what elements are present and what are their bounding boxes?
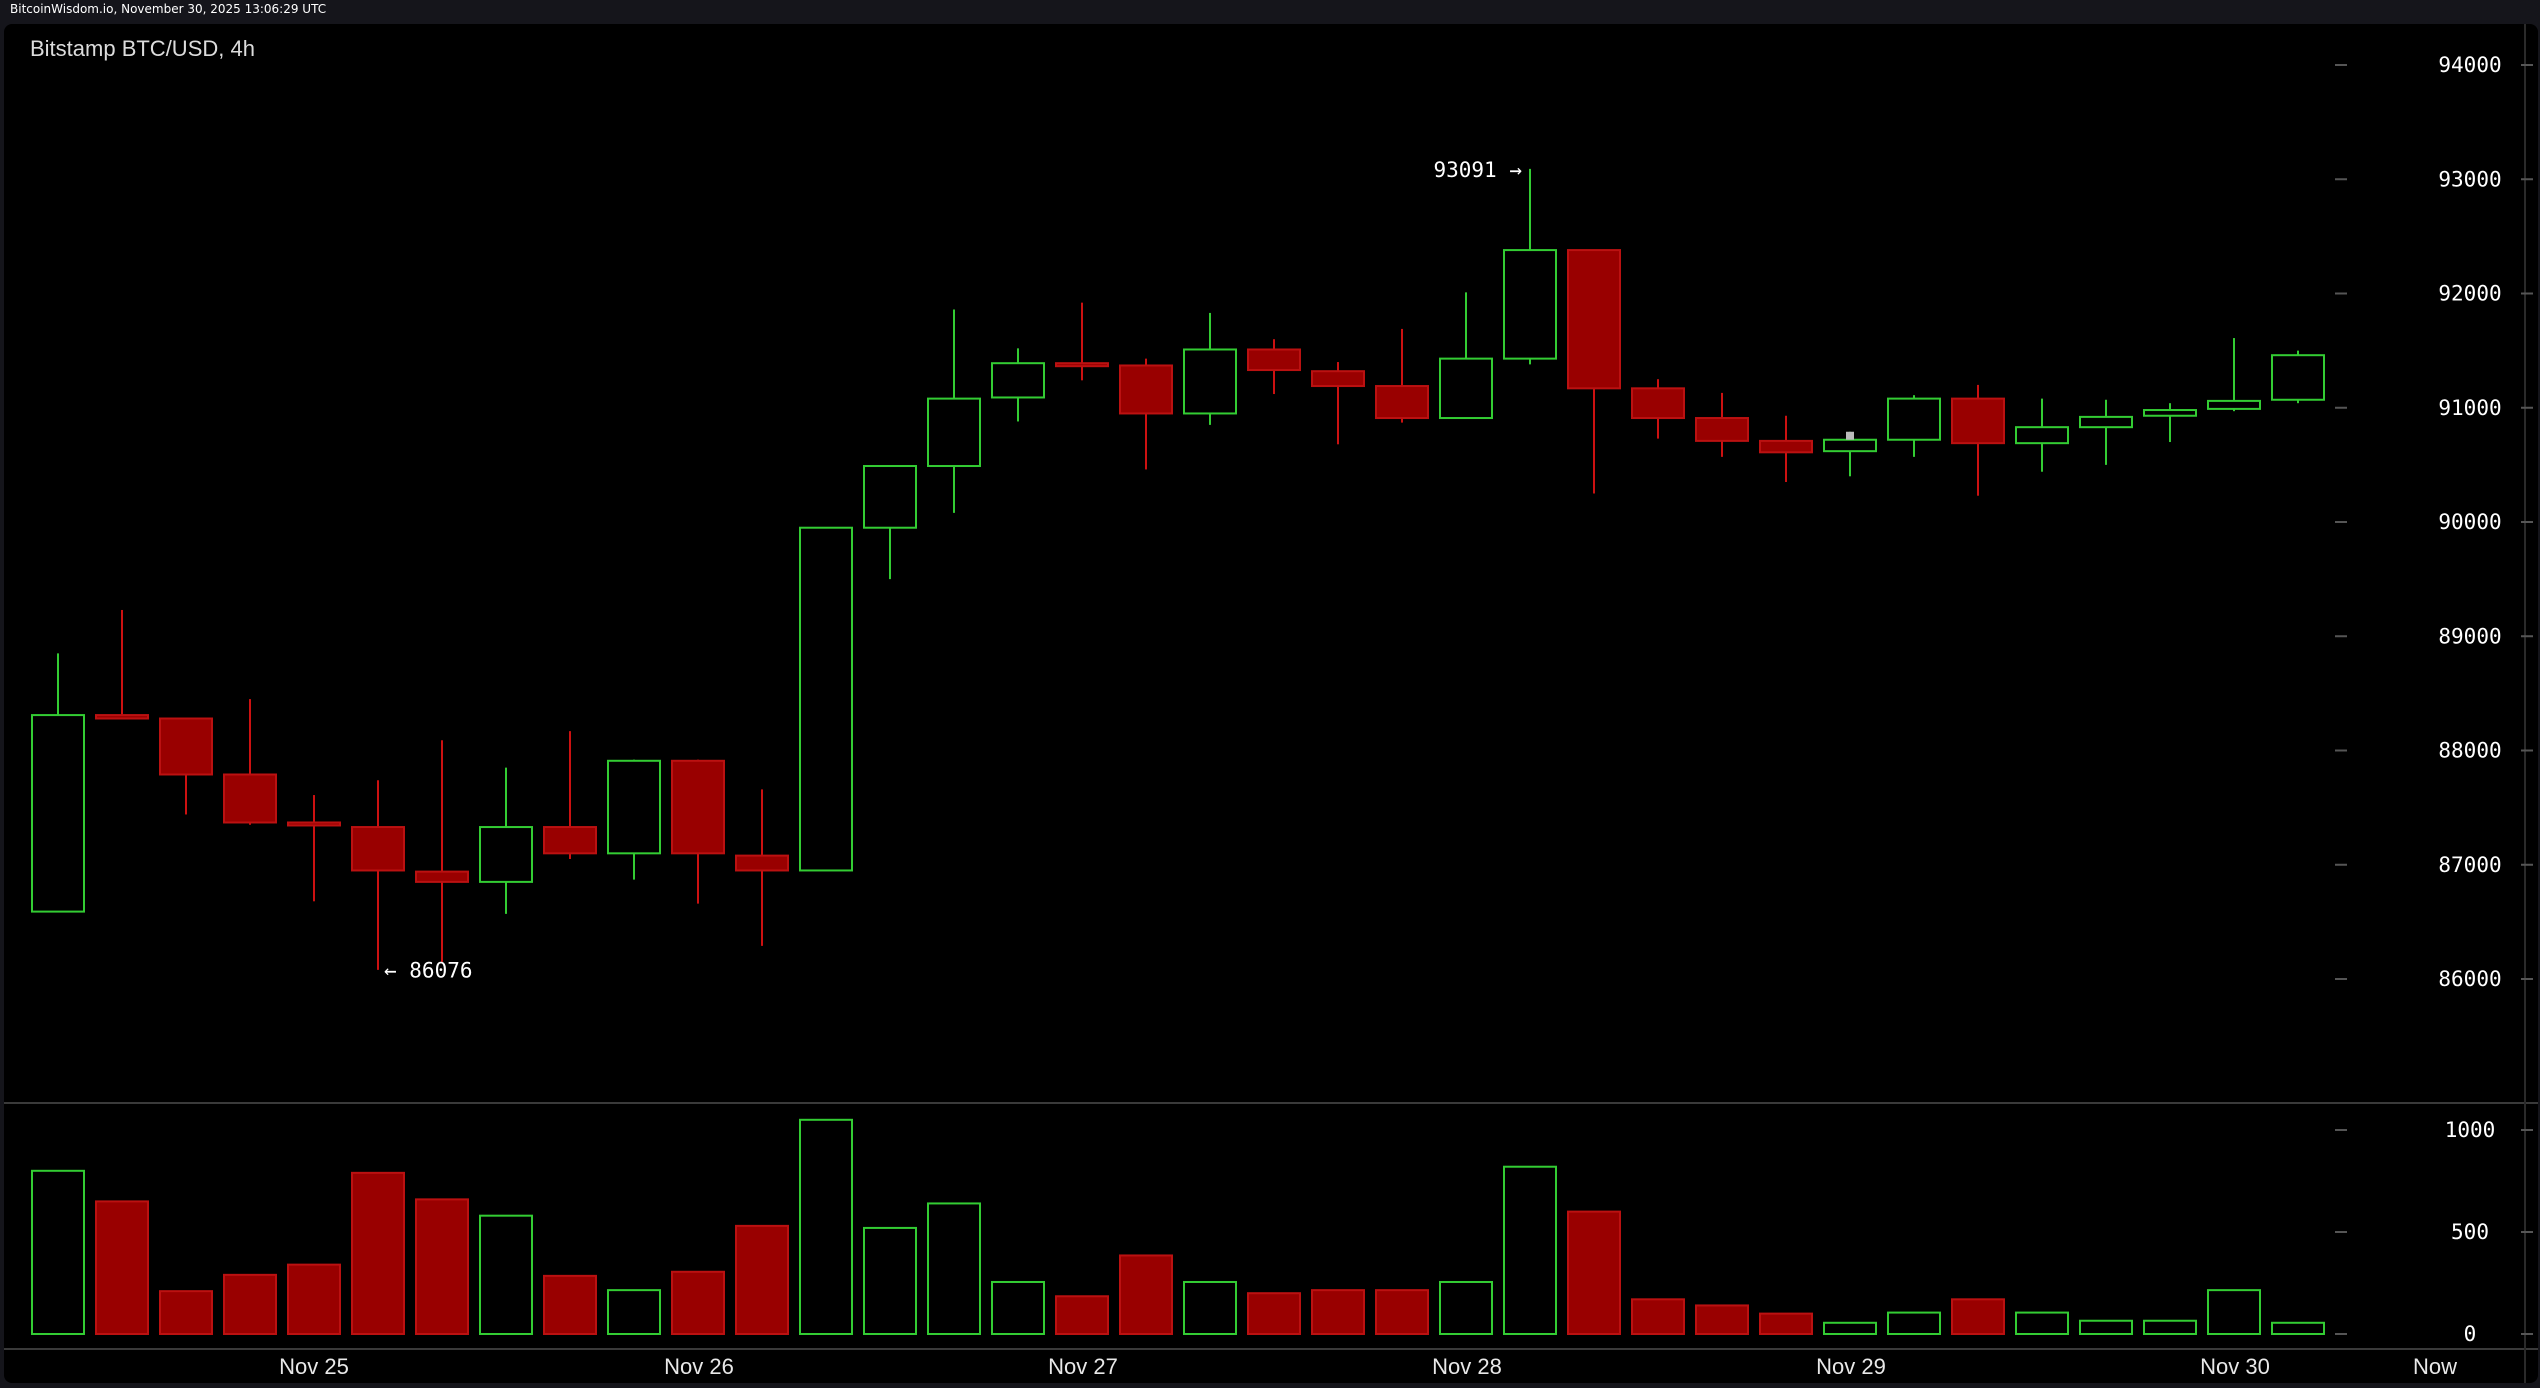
- candle-body-up: [1439, 357, 1493, 420]
- x-axis-label: Nov 27: [1048, 1354, 1118, 1379]
- price-tick-label: 87000: [2438, 853, 2501, 877]
- candle-body-down: [287, 821, 341, 827]
- candle-body-down: [1311, 370, 1365, 388]
- x-axis-label: Nov 25: [279, 1354, 349, 1379]
- volume-bar-up: [863, 1226, 917, 1336]
- chart-title: Bitstamp BTC/USD, 4h: [30, 36, 255, 61]
- candle-body-up: [607, 759, 661, 855]
- candle-body-up: [2143, 409, 2197, 417]
- volume-bar-down: [1951, 1298, 2005, 1335]
- volume-bar-up: [31, 1169, 85, 1336]
- volume-bar-down: [415, 1198, 469, 1335]
- candle-body-up: [2015, 426, 2069, 445]
- volume-bar-down: [287, 1263, 341, 1336]
- candle-body-down: [1695, 417, 1749, 442]
- candle-body-up: [1503, 249, 1557, 360]
- x-axis-label: Nov 26: [664, 1354, 734, 1379]
- volume-bar-up: [2143, 1319, 2197, 1335]
- price-tick-label: 91000: [2438, 396, 2501, 420]
- volume-bar-down: [543, 1274, 597, 1335]
- candle-body-up: [863, 465, 917, 529]
- x-axis-label: Nov 29: [1816, 1354, 1886, 1379]
- price-tick-label: 90000: [2438, 510, 2501, 534]
- volume-bar-up: [1439, 1280, 1493, 1335]
- candle-body-down: [1951, 397, 2005, 445]
- candle-body-up: [1183, 348, 1237, 415]
- volume-bar-up: [1887, 1311, 1941, 1335]
- volume-bar-down: [671, 1270, 725, 1336]
- volume-bar-down: [1311, 1289, 1365, 1336]
- candle-body-down: [351, 826, 405, 872]
- price-marker-icon: [1846, 431, 1854, 440]
- candle-body-down: [1247, 348, 1301, 372]
- candle-body-down: [671, 759, 725, 855]
- x-axis-label: Nov 28: [1432, 1354, 1502, 1379]
- x-axis-label: Now: [2413, 1354, 2457, 1379]
- volume-bar-up: [799, 1118, 853, 1336]
- timestamp-header: BitcoinWisdom.io, November 30, 2025 13:0…: [10, 2, 327, 16]
- volume-bar-up: [1503, 1165, 1557, 1335]
- volume-bar-down: [1567, 1210, 1621, 1335]
- price-tick-label: 88000: [2438, 739, 2501, 763]
- chart-panel: [4, 24, 2538, 1383]
- volume-bar-up: [2271, 1321, 2325, 1336]
- candle-body-up: [1823, 438, 1877, 453]
- volume-tick-label: 1000: [2445, 1118, 2496, 1142]
- volume-bar-down: [351, 1171, 405, 1335]
- volume-bar-up: [1823, 1321, 1877, 1336]
- candle-body-down: [223, 773, 277, 824]
- price-tick-label: 92000: [2438, 282, 2501, 306]
- volume-bar-down: [1695, 1304, 1749, 1335]
- candle-body-down: [1119, 364, 1173, 415]
- candle-body-down: [1759, 439, 1813, 454]
- candle-body-down: [1055, 362, 1109, 368]
- volume-bar-up: [479, 1214, 533, 1336]
- volume-tick-label: 0: [2464, 1322, 2477, 1346]
- price-tick-label: 89000: [2438, 624, 2501, 648]
- candle-body-up: [1887, 397, 1941, 441]
- x-axis-label: Nov 30: [2200, 1354, 2270, 1379]
- low-price-annotation: ← 86076: [384, 958, 473, 982]
- candle-body-up: [2207, 399, 2261, 410]
- candle-body-up: [2271, 354, 2325, 401]
- volume-bar-up: [991, 1280, 1045, 1335]
- volume-bar-down: [1247, 1292, 1301, 1335]
- candle-body-down: [159, 717, 213, 776]
- candle-body-down: [1631, 387, 1685, 420]
- volume-bar-up: [2079, 1319, 2133, 1335]
- volume-tick-label: 500: [2451, 1220, 2489, 1244]
- candle-body-down: [543, 826, 597, 855]
- volume-bar-up: [2015, 1311, 2069, 1335]
- volume-bar-down: [95, 1200, 149, 1336]
- volume-bar-up: [607, 1289, 661, 1336]
- candle-body-down: [735, 854, 789, 872]
- volume-bar-down: [1055, 1295, 1109, 1336]
- volume-bar-up: [927, 1202, 981, 1335]
- volume-bar-down: [1119, 1254, 1173, 1335]
- volume-bar-up: [1183, 1280, 1237, 1335]
- high-price-annotation: 93091 →: [1433, 158, 1522, 182]
- candle-body-down: [1375, 385, 1429, 420]
- candle-body-up: [31, 714, 85, 913]
- candle-body-up: [2079, 415, 2133, 429]
- price-tick-label: 86000: [2438, 967, 2501, 991]
- candle-body-up: [927, 397, 981, 468]
- volume-bar-down: [223, 1273, 277, 1335]
- candle-body-up: [479, 826, 533, 883]
- candle-body-up: [991, 362, 1045, 399]
- volume-bar-down: [1375, 1289, 1429, 1336]
- candle-body-down: [415, 870, 469, 883]
- volume-bar-down: [1759, 1312, 1813, 1335]
- volume-bar-down: [159, 1290, 213, 1336]
- price-tick-label: 94000: [2438, 53, 2501, 77]
- volume-bar-down: [735, 1224, 789, 1336]
- candle-body-up: [799, 526, 853, 872]
- candle-body-down: [95, 714, 149, 720]
- volume-bar-up: [2207, 1289, 2261, 1336]
- price-tick-label: 93000: [2438, 167, 2501, 191]
- volume-bar-down: [1631, 1298, 1685, 1335]
- candle-body-down: [1567, 249, 1621, 390]
